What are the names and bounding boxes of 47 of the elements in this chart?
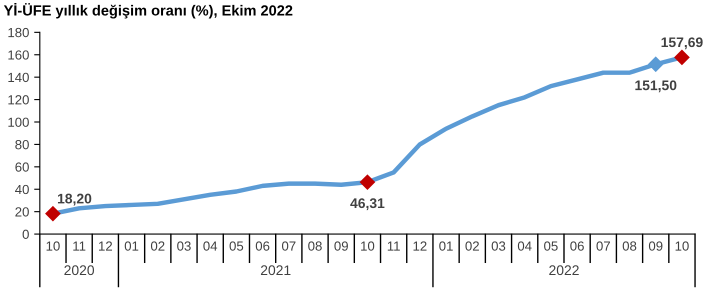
x-tick-label: 01: [124, 241, 138, 251]
x-tick-label: 01: [439, 241, 453, 251]
data-label: 46,31: [350, 198, 384, 210]
x-tick-label: 02: [150, 241, 164, 251]
x-tick-label: 02: [465, 241, 479, 251]
y-tick-label: 100: [8, 118, 29, 127]
y-tick-label: 180: [8, 28, 29, 38]
y-tick-label: 40: [15, 184, 29, 194]
x-tick-label: 10: [676, 241, 689, 251]
point: [674, 50, 690, 65]
text: 2021: [260, 265, 290, 276]
x-tick-label: 04: [518, 241, 532, 251]
x-tick-label: 08: [308, 241, 322, 251]
x-tick-label: 03: [492, 241, 506, 251]
x-tick-label: 10: [361, 241, 374, 251]
data-label: 151,50: [635, 80, 676, 92]
y-tick-label: 0: [22, 230, 29, 239]
point: [360, 174, 375, 190]
text: 2020: [64, 265, 94, 276]
x-tick-label: 05: [544, 241, 558, 251]
chart-title: Yİ-ÜFE yıllık değişim oranı (%), Ekim 2022: [4, 3, 292, 19]
x-tick-label: 07: [282, 241, 296, 251]
data-label: 157,69: [662, 37, 703, 50]
y-tick-label: 160: [8, 50, 29, 60]
x-tick-label: 06: [256, 241, 270, 251]
point: [45, 206, 60, 222]
x-tick-label: 09: [648, 241, 662, 251]
x-tick-label: 11: [388, 242, 400, 251]
y-tick-label: 140: [8, 72, 29, 82]
x-tick-label: 08: [622, 241, 636, 251]
x-tick-label: 06: [570, 241, 584, 251]
x-tick-label: 10: [46, 241, 60, 251]
x-tick-label: 03: [177, 241, 191, 251]
x-tick-label: 04: [203, 241, 218, 251]
y-tick-label: 60: [15, 162, 29, 172]
x-tick-label: 12: [99, 241, 112, 251]
point: [648, 56, 664, 72]
data-label: 18,20: [58, 194, 92, 206]
y-tick-label: 80: [15, 140, 29, 150]
y-tick-label: 20: [15, 207, 29, 217]
x-tick-label: 07: [596, 241, 610, 251]
x-tick-label: 05: [230, 241, 244, 251]
x-tick-label: 09: [334, 241, 348, 251]
x-tick-label: 12: [414, 241, 427, 251]
text: 2022: [549, 265, 579, 276]
x-tick-label: 11: [73, 242, 86, 251]
y-tick-label: 120: [8, 95, 29, 104]
